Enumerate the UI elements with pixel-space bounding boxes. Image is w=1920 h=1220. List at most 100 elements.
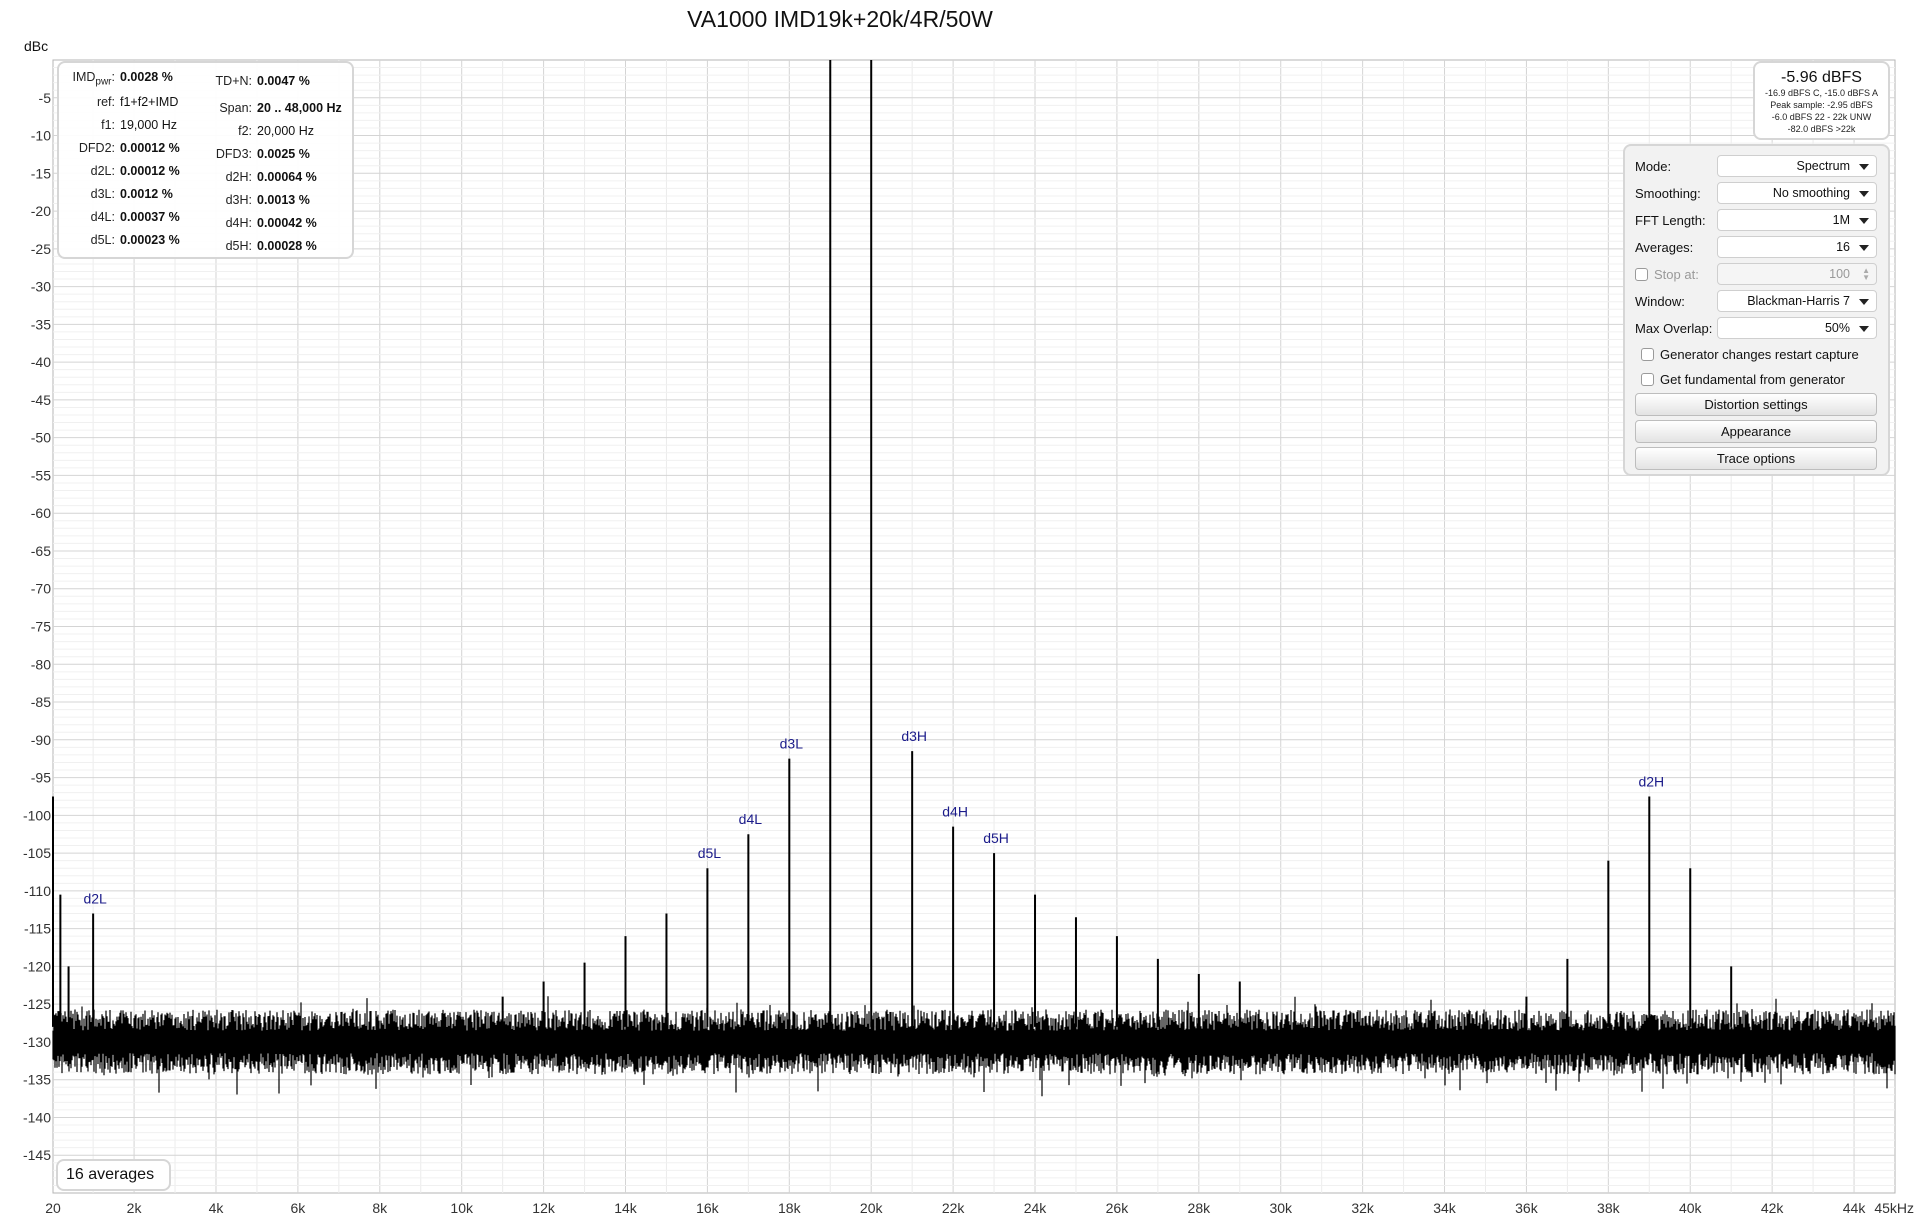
x-tick-label: 6k bbox=[290, 1200, 306, 1216]
mode-select[interactable]: Spectrum bbox=[1717, 155, 1877, 177]
level-line-3: -6.0 dBFS 22 - 22k UNW bbox=[1771, 112, 1872, 122]
get-fundamental-checkbox[interactable] bbox=[1641, 373, 1654, 386]
stat-ref-value: f1+f2+IMD bbox=[120, 95, 179, 109]
trace-options-button[interactable]: Trace options bbox=[1635, 447, 1877, 470]
y-tick-label: -145 bbox=[23, 1147, 51, 1163]
x-tick-label: 30k bbox=[1269, 1200, 1293, 1216]
y-tick-label: -60 bbox=[31, 505, 51, 521]
stop-at-value: 100 bbox=[1829, 267, 1850, 281]
stat-span: Span: 20 .. 48,000 Hz bbox=[195, 101, 341, 115]
averages-row: Averages: 16 bbox=[1635, 236, 1883, 259]
stat-d5h: d5H: 0.00028 % bbox=[195, 239, 317, 253]
fft-length-label: FFT Length: bbox=[1635, 213, 1706, 228]
peak-label: d3L bbox=[780, 736, 804, 752]
distortion-settings-button[interactable]: Distortion settings bbox=[1635, 393, 1877, 416]
chevron-down-icon bbox=[1859, 164, 1869, 170]
stat-d3l: d3L: 0.0012 % bbox=[59, 187, 173, 201]
mode-value: Spectrum bbox=[1796, 159, 1851, 173]
stat-d5l-key: d5L: bbox=[90, 233, 115, 247]
y-tick-label: -85 bbox=[31, 694, 51, 710]
x-tick-label: 22k bbox=[942, 1200, 966, 1216]
fft-length-select[interactable]: 1M bbox=[1717, 209, 1877, 231]
stat-d3h: d3H: 0.0013 % bbox=[195, 193, 310, 207]
stat-dfd3-value: 0.0025 % bbox=[257, 147, 310, 161]
y-tick-label: -115 bbox=[24, 921, 51, 937]
max-overlap-label: Max Overlap: bbox=[1635, 321, 1713, 336]
stat-imd: IMDpwr: 0.0028 % bbox=[72, 70, 173, 88]
stat-tdn-key: TD+N: bbox=[215, 74, 252, 88]
stat-d4h-key: d4H: bbox=[225, 216, 252, 230]
chevron-down-icon bbox=[1859, 245, 1869, 251]
y-tick-label: -70 bbox=[31, 581, 51, 597]
stat-d3l-key: d3L: bbox=[90, 187, 115, 201]
x-tick-label: 20k bbox=[860, 1200, 884, 1216]
smoothing-select[interactable]: No smoothing bbox=[1717, 182, 1877, 204]
y-tick-label: -100 bbox=[23, 807, 51, 823]
x-tick-label: 42k bbox=[1761, 1200, 1785, 1216]
stat-d4l-key: d4L: bbox=[90, 210, 115, 224]
smoothing-label: Smoothing: bbox=[1635, 186, 1701, 201]
x-tick-label: 20 bbox=[45, 1200, 61, 1216]
stat-d5l: d5L: 0.00023 % bbox=[59, 233, 180, 247]
get-fundamental-row: Get fundamental from generator bbox=[1635, 368, 1883, 391]
stat-dfd3-key: DFD3: bbox=[215, 147, 252, 161]
y-tick-label: -120 bbox=[23, 958, 51, 974]
stat-dfd3: DFD3: 0.0025 % bbox=[195, 147, 310, 161]
stat-dfd2-value: 0.00012 % bbox=[120, 141, 180, 155]
stat-d2l-value: 0.00012 % bbox=[120, 164, 180, 178]
x-tick-label: 32k bbox=[1351, 1200, 1375, 1216]
y-tick-label: -20 bbox=[31, 203, 51, 219]
window-label: Window: bbox=[1635, 294, 1685, 309]
stat-d3l-value: 0.0012 % bbox=[120, 187, 173, 201]
max-overlap-select[interactable]: 50% bbox=[1717, 317, 1877, 339]
peak-label: d2H bbox=[1638, 773, 1664, 789]
peak-label: d2L bbox=[83, 891, 107, 907]
x-tick-label: 38k bbox=[1597, 1200, 1621, 1216]
y-tick-label: -30 bbox=[31, 279, 51, 295]
y-tick-label: -55 bbox=[31, 467, 51, 483]
y-tick-label: -5 bbox=[39, 90, 52, 106]
x-tick-label: 14k bbox=[614, 1200, 638, 1216]
window-row: Window: Blackman-Harris 7 bbox=[1635, 290, 1883, 313]
chevron-down-icon bbox=[1859, 326, 1869, 332]
stat-f2-key: f2: bbox=[238, 124, 252, 138]
stat-imd-value: 0.0028 % bbox=[120, 70, 173, 84]
stat-d2h-value: 0.00064 % bbox=[257, 170, 317, 184]
x-tick-label: 24k bbox=[1024, 1200, 1048, 1216]
y-tick-label: -105 bbox=[23, 845, 51, 861]
y-tick-label: -135 bbox=[23, 1072, 51, 1088]
y-tick-label: -90 bbox=[31, 732, 51, 748]
x-tick-label: 44k bbox=[1843, 1200, 1867, 1216]
distortion-stats-panel[interactable]: IMDpwr: 0.0028 % ref: f1+f2+IMD f1: 19,000 … bbox=[57, 61, 354, 259]
level-readout-panel[interactable]: -5.96 dBFS -16.9 dBFS C, -15.0 dBFS A Pe… bbox=[1753, 61, 1890, 140]
noise-floor-trace bbox=[52, 996, 1896, 1097]
stat-tdn-value: 0.0047 % bbox=[257, 74, 310, 88]
max-overlap-row: Max Overlap: 50% bbox=[1635, 317, 1883, 340]
peak-label: d4L bbox=[739, 811, 763, 827]
x-tick-label: 12k bbox=[532, 1200, 556, 1216]
stop-at-input[interactable]: 100 ▲ ▼ bbox=[1717, 263, 1877, 285]
stat-imd-key: IMD bbox=[72, 70, 96, 84]
stat-f1-key: f1: bbox=[101, 118, 115, 132]
window-select[interactable]: Blackman-Harris 7 bbox=[1717, 290, 1877, 312]
mode-label: Mode: bbox=[1635, 159, 1672, 174]
level-line-4: -82.0 dBFS >22k bbox=[1787, 124, 1856, 134]
stop-at-checkbox[interactable] bbox=[1635, 268, 1648, 281]
chevron-down-icon bbox=[1859, 191, 1869, 197]
y-tick-label: -125 bbox=[23, 996, 51, 1012]
appearance-button[interactable]: Appearance bbox=[1635, 420, 1877, 443]
x-tick-label: 28k bbox=[1188, 1200, 1212, 1216]
y-tick-label: -140 bbox=[23, 1109, 51, 1125]
stat-f1: f1: 19,000 Hz bbox=[59, 118, 177, 132]
y-tick-label: -80 bbox=[31, 656, 51, 672]
controls-panel: Mode: Spectrum Smoothing: No smoothing F… bbox=[1623, 144, 1890, 476]
x-tick-label: 26k bbox=[1106, 1200, 1130, 1216]
averages-badge: 16 averages bbox=[56, 1159, 171, 1191]
averages-select[interactable]: 16 bbox=[1717, 236, 1877, 258]
x-tick-label: 2k bbox=[127, 1200, 143, 1216]
y-tick-label: -25 bbox=[31, 241, 51, 257]
chevron-down-icon bbox=[1859, 299, 1869, 305]
generator-restart-checkbox[interactable] bbox=[1641, 348, 1654, 361]
stat-d5l-value: 0.00023 % bbox=[120, 233, 180, 247]
